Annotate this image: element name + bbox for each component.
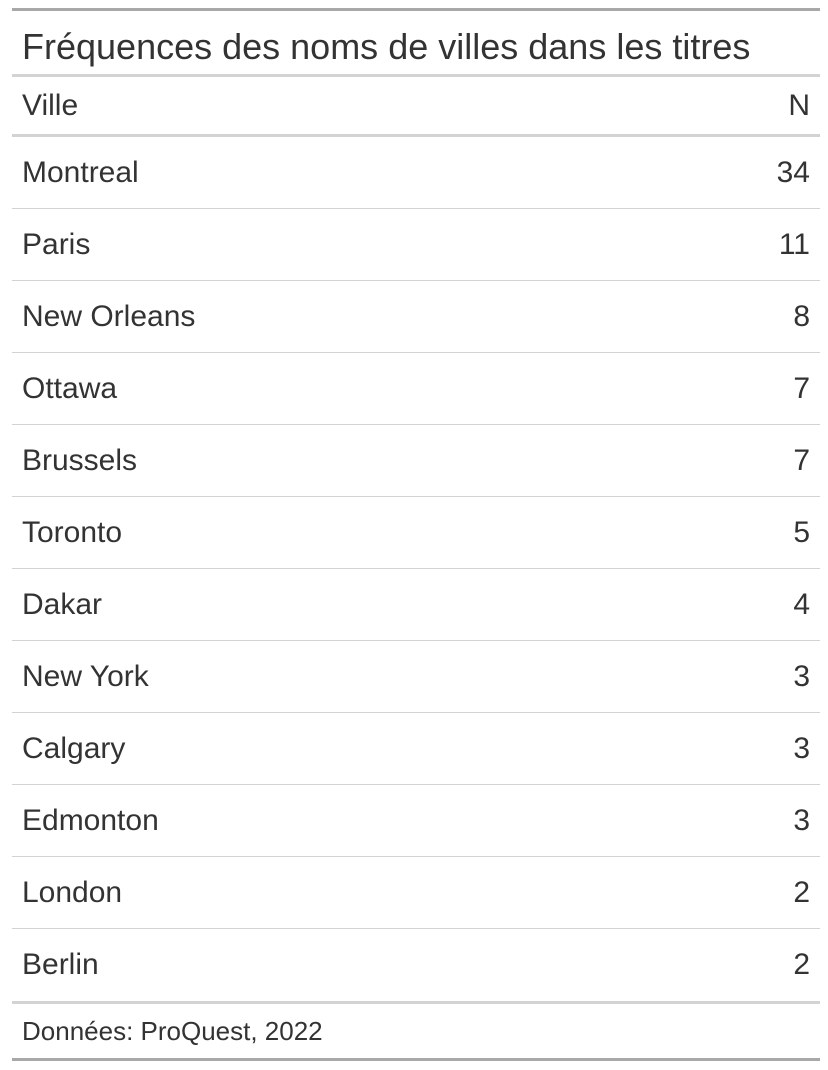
frequency-table: Fréquences des noms de villes dans les t… — [12, 8, 820, 1061]
table-row: Ottawa 7 — [12, 353, 820, 425]
source-note: Données: ProQuest, 2022 — [22, 1015, 323, 1046]
cell-ville: Montreal — [22, 155, 139, 189]
cell-n: 5 — [793, 515, 810, 549]
cell-n: 8 — [793, 299, 810, 333]
cell-n: 11 — [778, 227, 810, 261]
column-header-ville: Ville — [22, 88, 79, 122]
cell-n: 7 — [793, 371, 810, 405]
table-row: Berlin 2 — [12, 929, 820, 1001]
cell-n: 2 — [793, 875, 810, 909]
cell-ville: New Orleans — [22, 299, 196, 333]
cell-n: 4 — [793, 587, 810, 621]
cell-ville: Brussels — [22, 443, 138, 477]
cell-ville: Paris — [22, 227, 91, 261]
cell-n: 7 — [793, 443, 810, 477]
cell-ville: Ottawa — [22, 371, 118, 405]
cell-n: 3 — [793, 803, 810, 837]
cell-ville: Calgary — [22, 731, 126, 765]
cell-ville: London — [22, 875, 123, 909]
cell-n: 3 — [793, 659, 810, 693]
cell-ville: Dakar — [22, 587, 103, 621]
table-row: New Orleans 8 — [12, 281, 820, 353]
table-row: Edmonton 3 — [12, 785, 820, 857]
table-row: Dakar 4 — [12, 569, 820, 641]
column-header-n: N — [788, 88, 810, 122]
cell-n: 3 — [793, 731, 810, 765]
table-row: Brussels 7 — [12, 425, 820, 497]
table-row: New York 3 — [12, 641, 820, 713]
table-row: Toronto 5 — [12, 497, 820, 569]
table-title: Fréquences des noms de villes dans les t… — [12, 11, 820, 77]
cell-ville: Edmonton — [22, 803, 159, 837]
cell-n: 34 — [776, 155, 810, 189]
cell-ville: New York — [22, 659, 149, 693]
table-row: Calgary 3 — [12, 713, 820, 785]
cell-n: 2 — [793, 948, 810, 981]
table-row: London 2 — [12, 857, 820, 929]
table-body: Montreal 34 Paris 11 New Orleans 8 Ottawa 7 Brus… — [12, 137, 820, 1004]
table-row: Paris 11 — [12, 209, 820, 281]
cell-ville: Berlin — [22, 948, 99, 981]
cell-ville: Toronto — [22, 515, 123, 549]
table-row: Montreal 34 — [12, 137, 820, 209]
column-header-row: Ville N — [12, 77, 820, 137]
